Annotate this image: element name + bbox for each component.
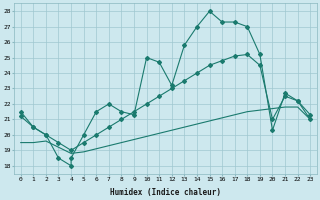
X-axis label: Humidex (Indice chaleur): Humidex (Indice chaleur) (110, 188, 221, 197)
